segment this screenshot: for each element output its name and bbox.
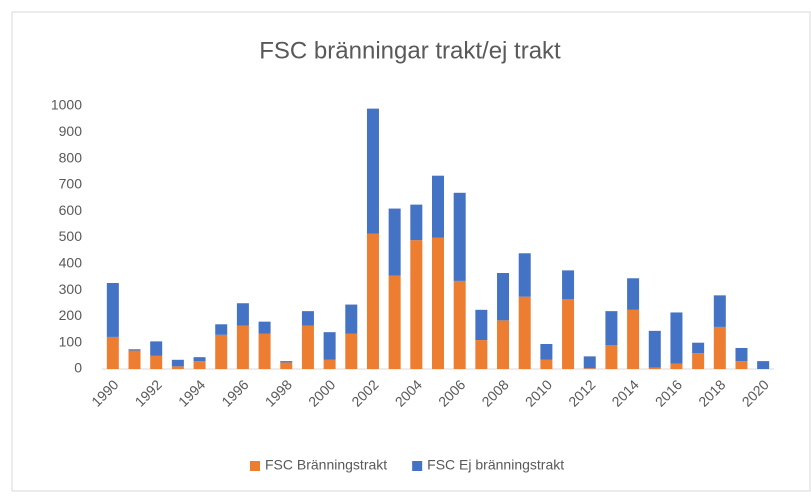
bar-segment: [432, 237, 444, 369]
bar-segment: [236, 303, 249, 326]
y-tick-label: 1000: [51, 97, 82, 113]
bar-segment: [366, 233, 379, 369]
bar-segment: [518, 253, 531, 297]
bar-segment: [475, 340, 488, 369]
bar-segment: [562, 270, 575, 300]
bar-segment: [453, 280, 466, 369]
bar-segment: [410, 204, 423, 241]
bar-segment: [713, 326, 726, 369]
bar-segment: [562, 299, 575, 369]
bar-segment: [171, 366, 184, 369]
bar-segment: [215, 324, 228, 335]
bar-segment: [106, 336, 119, 369]
bar-segment: [648, 367, 661, 369]
bar-segment: [627, 278, 640, 310]
legend-label: FSC Bränningstrakt: [265, 457, 387, 473]
bar-segment: [670, 312, 683, 364]
bar-segment: [106, 282, 119, 337]
y-tick-label: 300: [59, 281, 83, 297]
y-tick-label: 600: [59, 202, 83, 218]
bar-segment: [193, 361, 206, 369]
bar-segment: [345, 333, 358, 369]
bar-segment: [475, 309, 488, 341]
bar-segment: [627, 309, 640, 369]
bar-segment: [280, 361, 293, 363]
bar-segment: [540, 344, 553, 360]
bar-segment: [432, 175, 444, 238]
bar-segment: [323, 332, 336, 360]
bar-segment: [366, 108, 379, 234]
legend-swatch: [412, 461, 423, 471]
bar-segment: [540, 359, 553, 369]
bar-segment: [345, 304, 358, 334]
bar-segment: [757, 361, 770, 369]
legend-swatch: [250, 461, 260, 471]
bar-segment: [150, 341, 163, 356]
legend-label: FSC Ej bränningstrakt: [427, 457, 564, 473]
bar-segment: [713, 295, 726, 327]
bar-segment: [583, 368, 596, 369]
bar-segment: [258, 321, 271, 334]
bar-segment: [497, 320, 510, 369]
chart-title: FSC bränningar trakt/ej trakt: [259, 37, 561, 64]
bar-segment: [388, 208, 401, 276]
bar-segment: [518, 296, 531, 369]
bar-segment: [323, 359, 336, 369]
y-tick-label: 400: [59, 255, 83, 271]
bar-segment: [171, 359, 184, 367]
bar-segment: [258, 333, 271, 369]
bar-segment: [150, 355, 163, 369]
bar-segment: [497, 273, 510, 321]
bar-segment: [128, 350, 141, 369]
bar-segment: [301, 325, 314, 369]
bar-segment: [735, 347, 748, 362]
bar-segment: [605, 345, 618, 369]
bar-segment: [193, 357, 206, 362]
bar-segment: [735, 361, 748, 369]
bar-segment: [388, 275, 401, 369]
bar-segment: [670, 363, 683, 369]
bar-segment: [280, 362, 293, 369]
y-tick-label: 100: [59, 333, 83, 349]
bar-segment: [410, 240, 423, 369]
bar-segment: [128, 349, 141, 351]
y-tick-label: 0: [74, 360, 82, 376]
y-tick-label: 700: [59, 176, 83, 192]
bar-segment: [692, 353, 705, 369]
bar-segment: [215, 334, 228, 369]
bar-segment: [692, 342, 705, 354]
bar-segment: [236, 325, 249, 369]
bar-segment: [453, 192, 466, 281]
bar-segment: [583, 356, 596, 369]
bar-segment: [301, 311, 314, 326]
bar-segment: [648, 330, 661, 368]
bar-segment: [605, 311, 618, 346]
y-tick-label: 900: [59, 123, 83, 139]
y-tick-label: 500: [59, 228, 83, 244]
y-tick-label: 200: [59, 307, 83, 323]
y-tick-label: 800: [59, 149, 83, 165]
